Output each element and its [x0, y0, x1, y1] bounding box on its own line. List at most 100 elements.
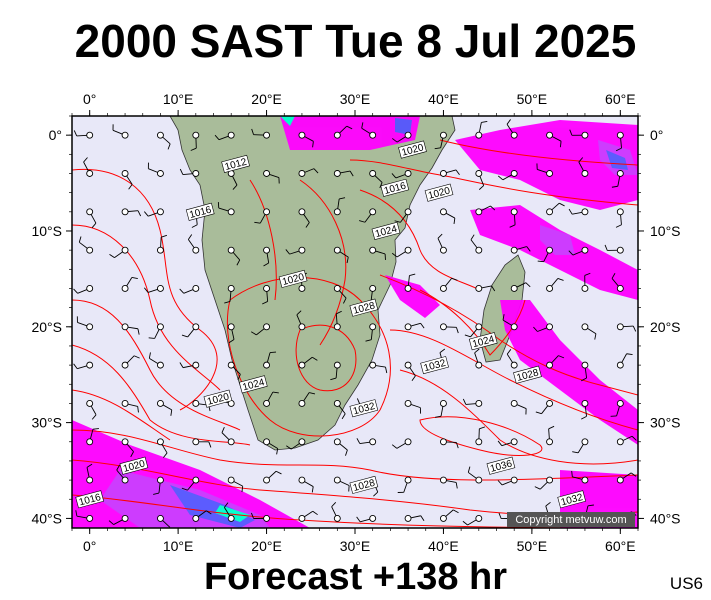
wind-barb: [404, 399, 422, 414]
wind-barb: [254, 208, 271, 224]
wind-barb: [506, 119, 518, 139]
wind-barb: [439, 277, 458, 292]
wind-barb: [109, 246, 129, 259]
wind-barb: [365, 323, 377, 342]
wind-barb: [439, 509, 459, 522]
lon-tick-label-bottom: 20°E: [251, 538, 282, 554]
lat-tick-label-right: 30°S: [650, 415, 681, 431]
wind-barb: [546, 278, 564, 292]
lon-tick-label-top: 30°E: [340, 91, 371, 107]
copyright-box: [507, 512, 635, 527]
wind-barb: [224, 285, 235, 304]
wind-barb: [497, 438, 518, 447]
wind-barb: [578, 157, 589, 177]
wind-barb: [263, 470, 282, 484]
lat-tick-label-right: 10°S: [650, 223, 681, 239]
lat-tick-label-left: 30°S: [31, 415, 62, 431]
wind-barb: [263, 246, 271, 267]
wind-barb: [73, 130, 94, 139]
wind-barb: [86, 399, 97, 420]
wind-barb: [546, 355, 565, 369]
lon-tick-label-top: 60°E: [605, 91, 636, 107]
wind-barb: [121, 399, 139, 413]
wind-barb: [108, 514, 129, 525]
wind-barb: [404, 322, 425, 331]
wind-barb: [475, 285, 496, 292]
wind-barb: [156, 514, 171, 528]
wind-barb: [333, 476, 350, 492]
wind-barb: [179, 361, 200, 369]
wind-barb: [121, 208, 142, 217]
lat-tick-label-right: 20°S: [650, 319, 681, 335]
wind-barb: [331, 502, 341, 522]
wind-barb: [616, 472, 637, 484]
wind-barb: [568, 246, 589, 256]
wind-barb: [439, 438, 459, 449]
wind-barb: [467, 466, 483, 484]
lat-tick-label-right: 0°: [650, 127, 663, 143]
wind-barb: [615, 208, 624, 228]
wind-barb: [581, 272, 591, 292]
wind-barb: [509, 208, 518, 228]
wind-barb: [369, 170, 383, 189]
wind-barb: [397, 476, 412, 493]
wind-barb: [475, 426, 486, 446]
wind-barb: [333, 197, 346, 216]
wind-barb: [333, 285, 347, 304]
wind-barb: [190, 131, 200, 151]
forecast-label: Forecast +138 hr: [203, 556, 508, 598]
wind-barb: [263, 170, 280, 184]
wind-barb: [73, 285, 94, 294]
wind-barb: [391, 246, 412, 258]
wind-barb: [604, 244, 624, 254]
wind-barb: [296, 310, 306, 331]
wind-barb: [439, 208, 456, 225]
lat-tick-label-left: 0°: [49, 127, 62, 143]
wind-barb: [298, 168, 319, 177]
wind-barb: [181, 323, 200, 338]
wind-barb: [143, 285, 164, 293]
wind-barb: [298, 131, 314, 148]
copyright-text: Copyright metvuw.com: [515, 514, 626, 526]
wind-barb: [121, 323, 140, 335]
wind-barb: [581, 399, 589, 420]
wind-barb: [510, 282, 531, 292]
wind-barb: [462, 514, 483, 526]
wind-barb: [534, 476, 554, 490]
africa-landmass: [169, 116, 456, 451]
wind-barb: [365, 285, 377, 304]
wind-barb: [361, 122, 377, 139]
wind-barb: [263, 351, 277, 369]
wind-barb: [73, 361, 94, 370]
wind-barb: [369, 361, 388, 374]
wind-barb: [156, 131, 171, 150]
wind-barb: [86, 428, 99, 446]
wind-barb: [434, 131, 447, 150]
wind-barb: [112, 124, 129, 139]
lon-tick-label-top: 10°E: [163, 91, 194, 107]
wind-barb: [616, 353, 633, 369]
wind-barb: [298, 476, 314, 493]
wind-barb: [510, 399, 527, 415]
wind-barb: [536, 163, 554, 177]
wind-barb: [464, 323, 483, 338]
wind-barb: [298, 356, 318, 369]
wind-barb: [78, 236, 94, 254]
wind-barb: [437, 233, 447, 254]
wind-barb: [148, 352, 164, 369]
wind-barb: [250, 512, 271, 522]
lon-tick-label-top: 50°E: [517, 91, 548, 107]
wind-barb: [227, 361, 241, 380]
wind-barb: [86, 463, 94, 484]
lon-tick-label-bottom: 50°E: [517, 538, 548, 554]
wind-barb: [356, 514, 377, 523]
axis-ticks: 0° 0° 10°E 10°E 20°E 20°E 30°E 30°E 40°E 40°E 50°E…: [31, 91, 680, 554]
wind-barb: [391, 170, 412, 179]
wind-barb: [611, 273, 624, 292]
wind-barb: [439, 476, 458, 489]
lon-tick-label-top: 0°: [83, 91, 96, 107]
wind-barb: [263, 438, 279, 455]
wind-barb: [615, 131, 624, 152]
wind-barb: [298, 392, 316, 407]
